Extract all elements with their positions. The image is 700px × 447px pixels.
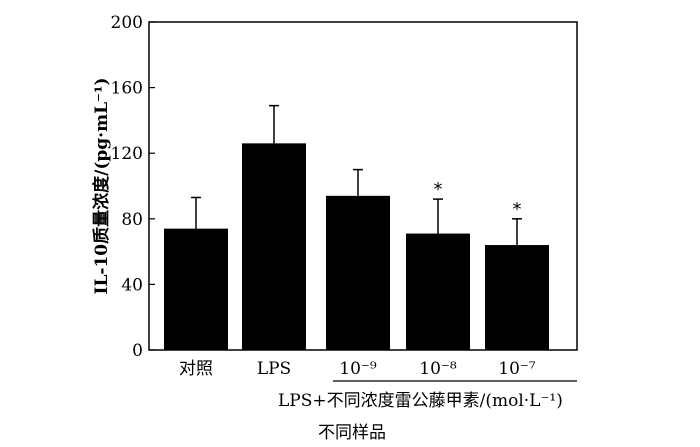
bars-layer [164,143,549,350]
x-tick-label: 对照 [179,359,213,379]
error-bars-layer [191,104,522,246]
x-tick-label: 10⁻⁹ [339,359,377,379]
bar [326,195,390,350]
y-tick-label: 160 [111,79,143,99]
x-axis-tick-labels: 对照 LPS 10⁻⁹ 10⁻⁸ 10⁻⁷ [179,359,536,379]
x-tick-label: 10⁻⁷ [498,359,536,379]
x-axis-title: 不同样品 [318,423,386,443]
x-tick-label: 10⁻⁸ [419,359,457,379]
significance-layer: ** [434,179,522,220]
bar [242,143,306,350]
bar [164,228,228,350]
y-axis-ticks: 0 40 80 120 160 200 [111,13,155,361]
y-tick-label: 120 [111,144,143,164]
significance-mark: * [434,179,443,200]
y-tick-label: 80 [121,210,143,230]
y-axis-title: IL-10质量浓度/(pg·mL⁻¹) [91,78,112,295]
y-tick-label: 200 [111,13,143,33]
bar [406,233,470,350]
x-tick-label: LPS [257,359,291,379]
group-label: LPS+不同浓度雷公藤甲素/(mol·L⁻¹) [278,391,563,411]
bar [485,245,549,350]
y-tick-label: 40 [121,275,143,295]
y-tick-label: 0 [132,341,143,361]
significance-mark: * [513,199,522,220]
